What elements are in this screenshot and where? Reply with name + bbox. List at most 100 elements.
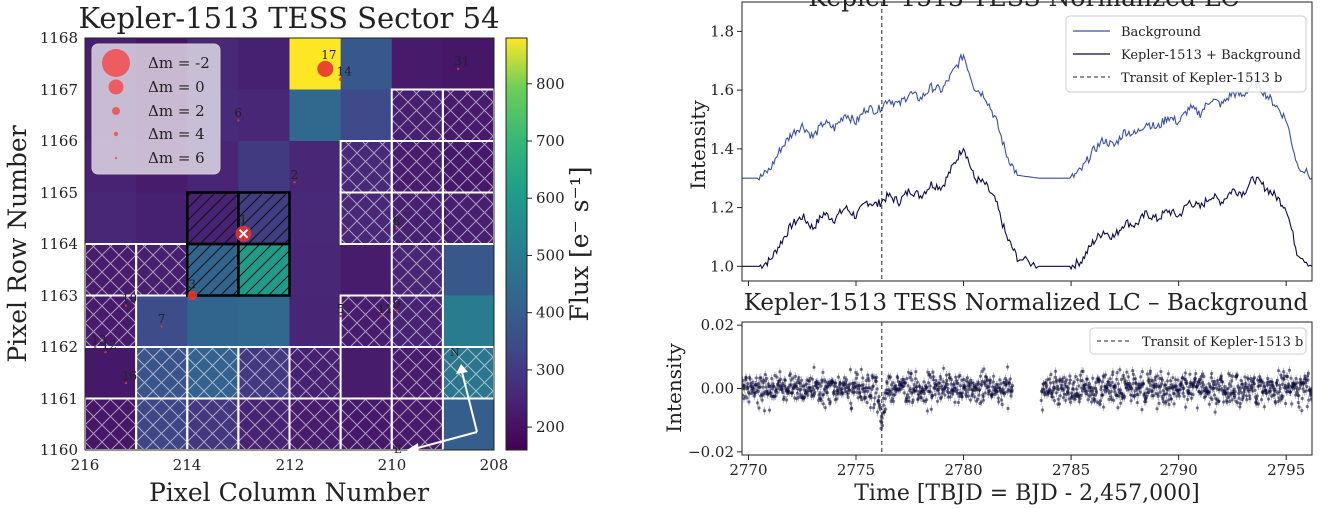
- residual-point: [1061, 396, 1065, 400]
- y-tick-label: 1164: [40, 235, 78, 253]
- residual-point: [1266, 397, 1271, 401]
- residual-point: [933, 393, 937, 397]
- residual-point: [956, 400, 961, 405]
- flux-pixel: [289, 244, 342, 296]
- residual-point: [1249, 377, 1253, 381]
- residual-point: [836, 375, 841, 379]
- residual-point: [868, 406, 873, 410]
- residual-point: [973, 395, 977, 399]
- background-pixel: [288, 397, 342, 451]
- residual-x-tick-label: 2795: [1267, 461, 1305, 479]
- residual-point: [1300, 396, 1304, 401]
- residual-point: [996, 396, 1000, 400]
- residual-point: [1148, 369, 1153, 373]
- residual-point: [1085, 377, 1089, 381]
- residual-point: [848, 368, 853, 372]
- residual-point: [789, 383, 793, 387]
- residual-point: [951, 392, 955, 396]
- residual-point: [870, 387, 874, 392]
- residual-point: [770, 377, 774, 381]
- residual-point: [1258, 374, 1262, 379]
- residual-point: [1230, 379, 1234, 383]
- residual-point: [1079, 393, 1083, 397]
- residual-x-tick-label: 2790: [1160, 461, 1198, 479]
- residual-point: [1212, 393, 1216, 397]
- residual-point: [1309, 389, 1312, 394]
- residual-x-tick-label: 2785: [1052, 461, 1090, 479]
- residual-point: [1186, 397, 1190, 402]
- residual-point: [1210, 397, 1214, 401]
- residual-point: [770, 387, 774, 391]
- residual-point: [939, 395, 943, 399]
- residual-point: [1275, 378, 1280, 383]
- residual-point: [927, 381, 931, 385]
- residual-point: [1223, 385, 1227, 389]
- residual-point: [1298, 377, 1302, 381]
- background-pixel: [390, 243, 444, 297]
- flux-pixel: [340, 244, 393, 296]
- residual-point: [1078, 373, 1082, 377]
- residual-point: [1143, 391, 1147, 395]
- residual-point: [1181, 391, 1185, 395]
- residual-point: [928, 390, 933, 394]
- residual-point: [922, 380, 926, 384]
- residual-point: [806, 393, 810, 397]
- x-tick-label: 212: [276, 456, 305, 474]
- residual-x-tick-label: 2775: [837, 461, 875, 479]
- residual-point: [1093, 393, 1097, 397]
- residual-point: [1262, 405, 1266, 409]
- residual-point: [1247, 394, 1252, 398]
- residual-point: [1268, 383, 1272, 387]
- residual-point: [1242, 390, 1246, 394]
- residual-point: [988, 378, 993, 382]
- residual-point: [1276, 399, 1280, 404]
- residual-point: [955, 388, 959, 392]
- residual-point: [746, 381, 750, 386]
- residual-point: [746, 385, 750, 390]
- residual-point: [1281, 394, 1285, 398]
- residual-point: [861, 383, 865, 387]
- residual-point: [940, 384, 944, 388]
- colorbar-tick-label: 500: [536, 246, 565, 264]
- background-pixel: [441, 346, 495, 400]
- legend-label: Δm = 0: [148, 78, 205, 96]
- residual-point: [1227, 394, 1231, 398]
- star-marker: [395, 309, 399, 313]
- residual-point: [941, 380, 945, 384]
- residual-point: [1159, 370, 1163, 374]
- residual-point: [1065, 378, 1069, 382]
- star-label: 14: [337, 64, 353, 78]
- residual-point: [1139, 375, 1143, 379]
- residual-point: [781, 390, 785, 394]
- residual-point: [1161, 397, 1165, 401]
- background-pixel: [441, 191, 495, 245]
- residual-point: [935, 383, 939, 387]
- residual-point: [867, 379, 871, 383]
- residual-point: [929, 375, 933, 379]
- residual-point: [1307, 398, 1311, 402]
- residual-point: [1098, 379, 1102, 383]
- residual-point: [1172, 392, 1177, 396]
- residual-point: [1230, 398, 1234, 402]
- residual-point: [798, 393, 803, 397]
- residual-point: [1305, 404, 1309, 409]
- residual-point: [1126, 375, 1130, 379]
- star-label: 6: [234, 106, 242, 120]
- residual-point: [1248, 397, 1252, 401]
- residual-point: [958, 373, 962, 378]
- residual-point: [1084, 383, 1088, 387]
- residual-point: [1166, 388, 1170, 392]
- residual-point: [844, 380, 848, 384]
- residual-point: [756, 390, 760, 394]
- flux-pixel: [340, 347, 393, 399]
- residual-point: [769, 391, 773, 395]
- residual-point: [820, 380, 824, 384]
- residual-point: [1285, 374, 1290, 379]
- residual-point: [849, 406, 854, 410]
- residual-point: [1233, 393, 1237, 398]
- residual-point: [882, 410, 887, 414]
- residual-point: [1201, 372, 1205, 376]
- residual-point: [795, 381, 799, 385]
- residual-point: [1246, 385, 1250, 389]
- residual-point: [906, 370, 911, 374]
